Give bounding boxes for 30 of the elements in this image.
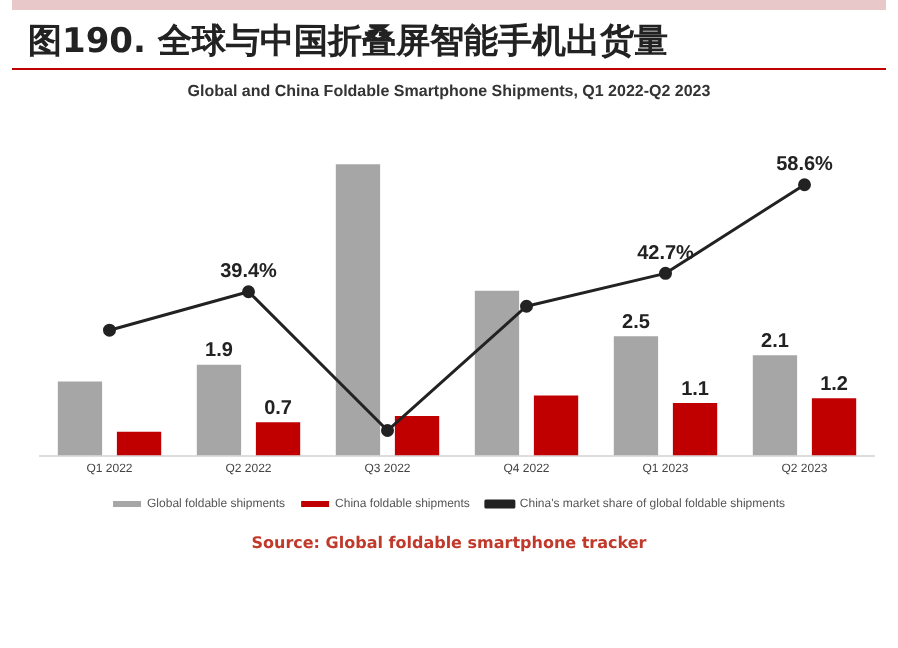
data-label: 39.4% [220,261,278,284]
source-note: Source: Global foldable smartphone tracker [249,534,649,552]
bar [533,395,579,456]
bar [474,290,520,456]
data-label: 1.2 [820,373,849,396]
chart-title: 图190. 全球与中国折叠屏智能手机出货量 [12,10,886,70]
bar [811,398,857,456]
point [798,178,811,192]
bar [255,422,301,456]
bar [752,355,798,456]
data-label: 0.7 [264,397,293,420]
bar [335,164,381,456]
bar [613,336,659,456]
point [242,285,255,299]
data-label: 2.5 [622,311,651,334]
data-label: 1.1 [681,378,710,401]
point [659,266,672,280]
data-label: 58.6% [776,154,834,177]
point [103,323,116,337]
bar [196,364,242,456]
point [520,299,533,313]
point [381,424,394,438]
data-label: 2.1 [761,330,790,353]
bar [116,431,162,456]
bar [394,415,440,456]
chart-subtitle: Global and China Foldable Smartphone Shipments, Q1 2022-Q2 2023 [187,82,712,101]
bar [672,403,718,456]
data-label: 42.7% [637,242,695,265]
data-label: 1.9 [205,340,234,363]
bar [57,381,103,456]
